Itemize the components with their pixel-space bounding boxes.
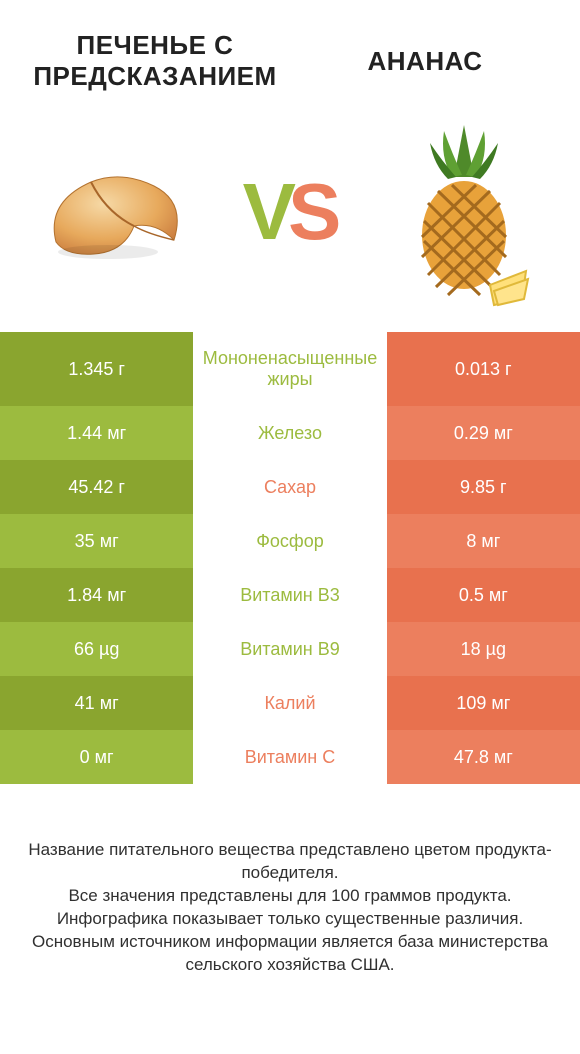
left-value: 1.84 мг xyxy=(0,568,193,622)
right-value: 0.013 г xyxy=(387,332,580,406)
left-value: 1.44 мг xyxy=(0,406,193,460)
nutrient-name: Витамин C xyxy=(193,730,386,784)
nutrient-name: Сахар xyxy=(193,460,386,514)
titles-row: ПЕЧЕНЬЕ С ПРЕДСКАЗАНИЕМ АНАНАС xyxy=(0,0,580,102)
table-row: 66 µgВитамин B918 µg xyxy=(0,622,580,676)
footer-note: Название питательного вещества представл… xyxy=(0,784,580,977)
table-row: 0 мгВитамин C47.8 мг xyxy=(0,730,580,784)
left-value: 35 мг xyxy=(0,514,193,568)
left-product-title: ПЕЧЕНЬЕ С ПРЕДСКАЗАНИЕМ xyxy=(20,30,290,92)
footer-line: Основным источником информации является … xyxy=(24,931,556,977)
right-value: 8 мг xyxy=(387,514,580,568)
left-value: 1.345 г xyxy=(0,332,193,406)
pineapple-icon xyxy=(394,117,534,307)
right-value: 18 µg xyxy=(387,622,580,676)
image-row: V S xyxy=(0,102,580,332)
right-value: 47.8 мг xyxy=(387,730,580,784)
right-value: 109 мг xyxy=(387,676,580,730)
right-value: 0.5 мг xyxy=(387,568,580,622)
table-row: 1.44 мгЖелезо0.29 мг xyxy=(0,406,580,460)
right-product-image xyxy=(384,117,544,307)
table-row: 35 мгФосфор8 мг xyxy=(0,514,580,568)
left-product-image xyxy=(36,152,196,272)
nutrient-name: Фосфор xyxy=(193,514,386,568)
right-value: 9.85 г xyxy=(387,460,580,514)
footer-line: Все значения представлены для 100 граммо… xyxy=(24,885,556,908)
left-value: 0 мг xyxy=(0,730,193,784)
nutrient-name: Витамин B3 xyxy=(193,568,386,622)
table-row: 1.84 мгВитамин B30.5 мг xyxy=(0,568,580,622)
nutrient-name: Железо xyxy=(193,406,386,460)
left-value: 41 мг xyxy=(0,676,193,730)
left-value: 45.42 г xyxy=(0,460,193,514)
vs-label: V S xyxy=(243,166,338,258)
nutrient-name: Мононенасыщенные жиры xyxy=(193,332,386,406)
footer-line: Инфографика показывает только существенн… xyxy=(24,908,556,931)
vs-s: S xyxy=(288,166,337,258)
right-product-title: АНАНАС xyxy=(290,30,560,92)
comparison-table: 1.345 гМононенасыщенные жиры0.013 г1.44 … xyxy=(0,332,580,784)
table-row: 1.345 гМононенасыщенные жиры0.013 г xyxy=(0,332,580,406)
left-value: 66 µg xyxy=(0,622,193,676)
fortune-cookie-icon xyxy=(36,152,196,272)
footer-line: Название питательного вещества представл… xyxy=(24,839,556,885)
nutrient-name: Калий xyxy=(193,676,386,730)
table-row: 41 мгКалий109 мг xyxy=(0,676,580,730)
table-row: 45.42 гСахар9.85 г xyxy=(0,460,580,514)
nutrient-name: Витамин B9 xyxy=(193,622,386,676)
right-value: 0.29 мг xyxy=(387,406,580,460)
vs-v: V xyxy=(243,166,292,258)
